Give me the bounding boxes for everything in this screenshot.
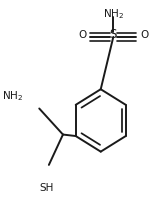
- Text: O: O: [78, 30, 86, 40]
- Text: NH$_2$: NH$_2$: [103, 8, 124, 21]
- Text: O: O: [140, 30, 149, 40]
- Text: S: S: [110, 28, 117, 41]
- Text: NH$_2$: NH$_2$: [2, 90, 23, 104]
- Text: SH: SH: [40, 183, 54, 193]
